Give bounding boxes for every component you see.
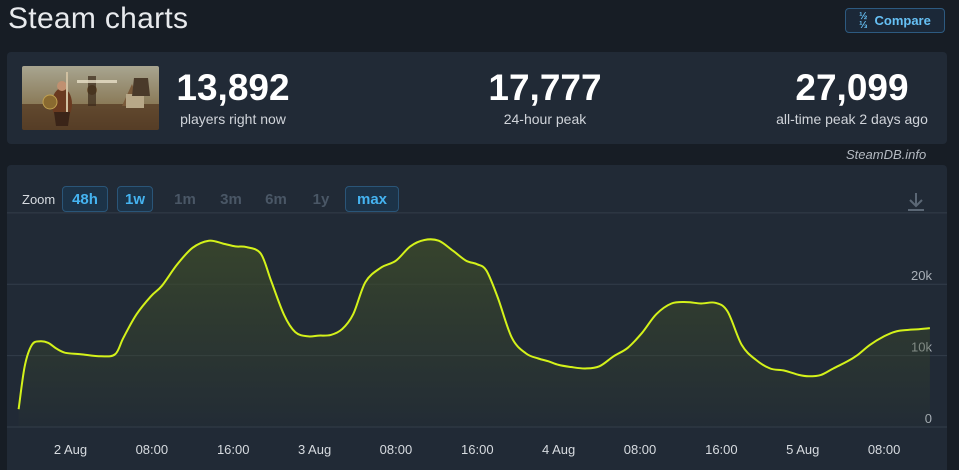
stats-panel: 13,892 players right now 17,777 24-hour …	[7, 52, 947, 144]
x-tick-label: 4 Aug	[542, 442, 575, 457]
stat-label: 24-hour peak	[503, 111, 587, 127]
page-title: Steam charts	[8, 2, 189, 35]
y-tick-label: 20k	[911, 268, 932, 283]
game-thumbnail[interactable]	[22, 66, 159, 130]
zoom-option-1m[interactable]: 1m	[174, 190, 196, 208]
x-tick-label: 16:00	[217, 442, 250, 457]
x-tick-label: 08:00	[624, 442, 657, 457]
x-tick-label: 08:00	[380, 442, 413, 457]
x-tick-label: 3 Aug	[298, 442, 331, 457]
steamdb-attribution[interactable]: SteamDB.info	[846, 147, 927, 162]
x-tick-label: 08:00	[868, 442, 901, 457]
x-tick-label: 16:00	[461, 442, 494, 457]
stat-label: all-time peak 2 days ago	[776, 111, 928, 127]
stat-all-time-peak: 27,099 all-time peak 2 days ago	[742, 67, 959, 128]
stat-players-now: 13,892 players right now	[123, 67, 343, 128]
x-tick-label: 16:00	[705, 442, 738, 457]
zoom-option-1w[interactable]: 1w	[117, 186, 153, 212]
zoom-option-1y[interactable]: 1y	[312, 190, 330, 208]
zoom-label: Zoom	[22, 192, 56, 207]
zoom-option-6m[interactable]: 6m	[265, 190, 287, 208]
series-line	[17, 238, 931, 410]
download-icon[interactable]	[906, 191, 926, 213]
x-tick-label: 5 Aug	[786, 442, 819, 457]
stat-value: 13,892	[176, 67, 290, 108]
x-tick-label: 08:00	[136, 442, 169, 457]
stat-value: 27,099	[795, 67, 909, 108]
x-tick-label: 2 Aug	[54, 442, 87, 457]
stat-24h-peak: 17,777 24-hour peak	[435, 67, 655, 128]
game-cover-image	[22, 66, 159, 130]
zoom-option-3m[interactable]: 3m	[220, 190, 242, 208]
series-area	[18, 239, 930, 427]
stat-label: players right now	[180, 111, 286, 127]
stat-value: 17,777	[488, 67, 602, 108]
zoom-option-max[interactable]: max	[345, 186, 399, 212]
zoom-option-48h[interactable]: 48h	[62, 186, 108, 212]
compare-button-label: Compare	[874, 13, 931, 28]
